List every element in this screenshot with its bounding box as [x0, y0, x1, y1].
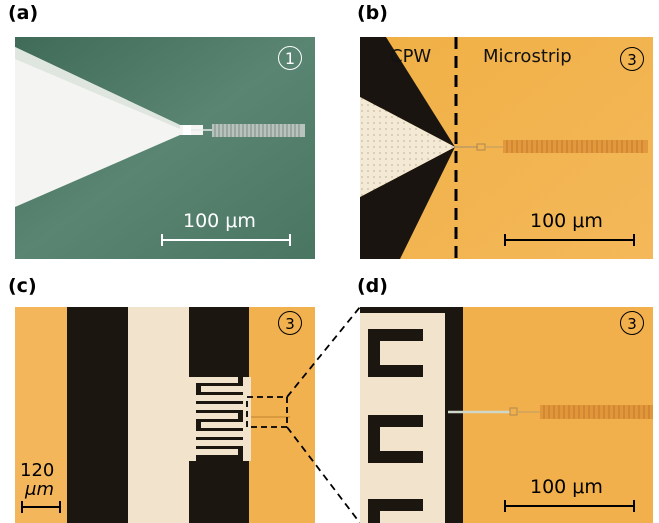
- panel-d-label: (d): [357, 275, 388, 297]
- panel-c-badge: 3: [278, 311, 302, 335]
- cpw-label: CPW: [390, 46, 432, 67]
- panel-c-label: (c): [8, 275, 37, 297]
- panel-b-scale-label: 100 μm: [530, 210, 603, 232]
- panel-d-scale-label: 100 μm: [530, 476, 603, 498]
- panel-b-resonator: [503, 140, 648, 153]
- panel-a-label: (a): [8, 2, 39, 24]
- interdigital-capacitor: [188, 377, 251, 461]
- panel-d-badge: 3: [620, 311, 644, 335]
- panel-a-badge: 1: [278, 46, 302, 70]
- panel-c-scale-line2: μm: [25, 479, 54, 500]
- panel-d-micrograph: 3 100 μm: [360, 307, 653, 523]
- taper-lead: [15, 47, 203, 207]
- panel-a-image: [15, 37, 315, 259]
- panel-b-scale-bar: [504, 234, 635, 246]
- panel-a-scale-bar: [161, 234, 291, 246]
- panel-b-label: (b): [357, 2, 388, 24]
- panel-c-scale-line1: 120: [20, 460, 55, 481]
- panel-b-badge: 3: [620, 47, 644, 71]
- resonator: [212, 124, 305, 137]
- panel-c-scale-bar: [21, 501, 61, 513]
- panel-a-scale-label: 100 μm: [183, 210, 256, 232]
- panel-d-image: [360, 307, 653, 523]
- panel-c-micrograph: 3 120 μm: [15, 307, 315, 523]
- panel-b-image: [360, 37, 653, 259]
- panel-c-image: [15, 307, 315, 523]
- panel-d-scale-bar: [504, 500, 635, 512]
- panel-b-micrograph: CPW Microstrip 3 100 μm: [360, 37, 653, 259]
- zoom-region-box: [246, 396, 288, 428]
- panel-a-micrograph: 1 100 μm: [15, 37, 315, 259]
- panel-d-resonator: [540, 405, 653, 419]
- microstrip-label: Microstrip: [483, 46, 572, 67]
